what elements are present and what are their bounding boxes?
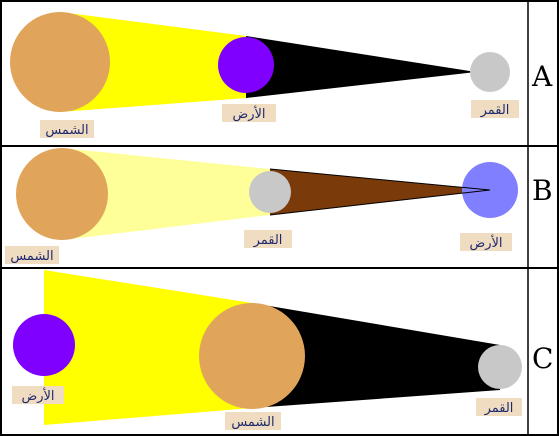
sun-label: الشمس <box>45 123 88 138</box>
moon-label: القمر <box>484 401 514 416</box>
umbra-shadow <box>252 303 500 408</box>
panel-c: الأرض الشمس القمر C <box>12 270 553 430</box>
sun-circle <box>16 148 108 240</box>
panel-a: الشمس الأرض القمر A <box>10 12 553 138</box>
sun-label: الشمس <box>231 415 274 430</box>
sun-label-box <box>5 246 59 264</box>
shadow-edge-bottom <box>269 189 491 216</box>
earth-circle <box>218 37 274 93</box>
earth-label-box <box>12 386 64 404</box>
earth-label: الأرض <box>469 234 502 251</box>
earth-circle <box>13 314 75 376</box>
moon-label-box <box>471 100 519 118</box>
moon-label-box <box>244 230 292 248</box>
earth-label-box <box>460 233 512 251</box>
panel-b: الشمس القمر الأرض B <box>5 148 553 264</box>
panel-letter: A <box>531 60 553 93</box>
panel-letter: C <box>532 342 553 375</box>
umbra-shadow <box>246 36 476 98</box>
sun-label-box <box>40 120 94 138</box>
moon-label: القمر <box>480 103 510 118</box>
shadow-edge-top <box>269 168 491 191</box>
sun-circle <box>199 303 305 409</box>
sunlight-beam <box>62 148 270 240</box>
moon-circle <box>478 345 522 389</box>
moon-circle <box>249 171 291 213</box>
sunlight-beam <box>60 12 246 112</box>
earth-label: الأرض <box>21 387 54 404</box>
moon-label-box <box>476 398 522 416</box>
earth-label-box <box>222 104 276 122</box>
earth-label: الأرض <box>232 105 265 122</box>
moon-circle <box>470 52 510 92</box>
umbra-shadow <box>270 169 490 215</box>
moon-label: القمر <box>253 233 283 248</box>
sun-circle <box>10 12 110 112</box>
panel-letter: B <box>532 174 553 207</box>
sun-label: الشمس <box>10 249 53 264</box>
sun-label-box <box>225 412 281 430</box>
sunlight-beam <box>44 270 252 425</box>
